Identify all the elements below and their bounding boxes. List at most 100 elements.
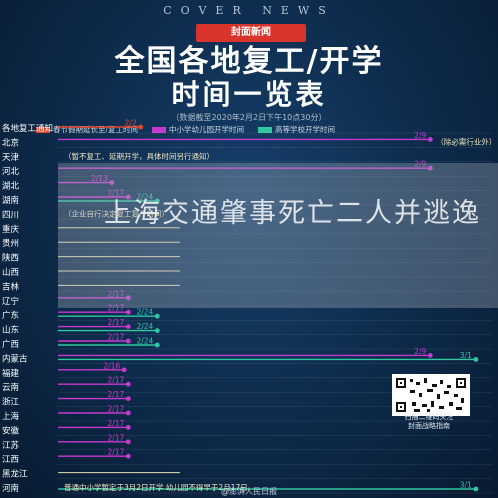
highschool-bar-marker — [473, 357, 479, 362]
region-label: 福建 — [2, 368, 20, 379]
primary-bar-value-label: 2/17 — [107, 304, 124, 313]
legend-entry: 中小学幼儿园开学时间 — [152, 124, 244, 135]
highschool-bar-marker — [154, 342, 160, 348]
legend-label: 中小学幼儿园开学时间 — [169, 125, 245, 134]
page-title-line-1: 全国各地复工/开学 — [114, 44, 384, 79]
legend-swatch — [258, 127, 273, 133]
primary-bar-value-label: 2/17 — [107, 433, 124, 442]
region-label: 上海 — [2, 411, 20, 422]
highschool-bar-value-label: 3/1 — [460, 351, 472, 360]
primary-bar-marker — [125, 309, 131, 315]
primary-bar-marker — [125, 338, 131, 344]
primary-bar-marker — [125, 295, 131, 301]
primary-bar-marker — [125, 453, 131, 459]
highschool-bar-value-label: 3/1 — [460, 481, 472, 490]
region-label: 黑龙江 — [2, 469, 28, 480]
region-label: 四川 — [2, 210, 19, 220]
highschool-bar-value-label: 2/24 — [136, 193, 153, 202]
primary-bar-value-label: 2/17 — [107, 405, 124, 414]
region-label: 江西 — [2, 455, 19, 465]
primary-bar-marker — [427, 165, 433, 171]
primary-bar-value-label: 2/17 — [107, 318, 124, 327]
watermark-text: 上海交通肇事死亡二人并逃逸 — [104, 198, 481, 229]
region-label: 山东 — [2, 325, 19, 336]
cover-text: COVER NEWS — [163, 4, 335, 17]
legend-entry: 春节假期延长至/复工时间 — [36, 124, 138, 135]
highschool-bar-marker — [154, 328, 160, 333]
legend-swatch — [152, 127, 167, 133]
primary-bar-value-label: 2/13 — [91, 174, 108, 183]
region-note: （企业自行决定复工复产时间） — [64, 208, 169, 218]
legend-label: 高等学校开学时间 — [275, 125, 336, 134]
highschool-bar-marker — [473, 486, 479, 492]
qr-code — [392, 374, 470, 416]
primary-bar-marker — [109, 180, 115, 186]
region-label: 内蒙古 — [2, 353, 28, 364]
primary-bar-marker — [125, 439, 131, 445]
chart-legend: 春节假期延长至/复工时间 中小学幼儿园开学时间 高等学校开学时间 — [36, 124, 476, 136]
region-label: 湖北 — [2, 182, 20, 192]
page-title-line-2: 时间一览表 — [171, 78, 327, 111]
region-label: 广东 — [2, 310, 19, 321]
primary-bar-value-label: 2/9 — [414, 347, 426, 356]
primary-bar-value-label: 2/17 — [107, 189, 124, 198]
primary-bar-value-label: 2/17 — [107, 376, 124, 385]
region-label: 湖南 — [2, 195, 19, 206]
legend-swatch — [36, 127, 50, 133]
region-note: （除必需行业外） — [436, 136, 496, 146]
highschool-bar-value-label: 2/24 — [136, 308, 153, 317]
primary-bar-marker — [125, 381, 131, 387]
highschool-bar-marker — [154, 313, 160, 319]
region-note: 普通中小学暂定于3月2日开学 幼儿园不得早于2月17日 — [64, 482, 248, 492]
legend-label: 春节假期延长至/复工时间 — [53, 125, 139, 134]
region-label: 辽宁 — [2, 296, 19, 307]
region-label: 山西 — [2, 267, 19, 278]
primary-bar-value-label: 2/17 — [107, 333, 124, 342]
qr-caption-line-1: 扫描二维码关注 — [404, 413, 454, 421]
region-label: 浙江 — [2, 397, 20, 408]
region-label: 广西 — [2, 339, 19, 350]
primary-bar-value-label: 2/9 — [414, 160, 426, 169]
region-label: 吉林 — [2, 281, 20, 292]
region-label: 贵州 — [2, 238, 19, 249]
region-label: 天津 — [2, 152, 20, 163]
footer-credit: @澎湃人民日报 — [221, 487, 277, 496]
primary-bar-marker — [125, 194, 131, 200]
primary-bar-marker — [125, 410, 131, 416]
primary-bar-value-label: 2/9 — [414, 131, 426, 140]
spring-bar-marker — [138, 124, 144, 130]
region-label: 重庆 — [2, 224, 20, 235]
primary-bar-marker — [125, 324, 131, 329]
region-label: 河南 — [2, 483, 19, 494]
highschool-bar-marker — [154, 198, 160, 204]
primary-bar-value-label: 2/17 — [107, 289, 124, 298]
primary-bar-marker — [427, 353, 433, 358]
primary-bar-marker — [427, 137, 433, 142]
qr-caption: 扫描二维码关注 封面战略指南 — [374, 413, 484, 431]
highschool-bar-value-label: 2/24 — [136, 322, 153, 331]
spring-bar-value-label: 2/2 — [125, 119, 137, 128]
region-label: 江苏 — [2, 440, 20, 451]
primary-bar-marker — [125, 425, 131, 430]
qr-caption-line-2: 封面战略指南 — [408, 422, 450, 430]
chart-subtitle: （数据截至2020年2月2日下午10点30分） — [171, 113, 327, 122]
region-note: （暂不复工、延期开学，具体时间另行通知） — [64, 151, 214, 161]
primary-bar-value-label: 2/17 — [107, 390, 124, 399]
region-label: 各地复工通知 — [2, 123, 53, 134]
primary-bar-marker — [125, 396, 131, 401]
primary-bar-value-label: 2/16 — [103, 361, 120, 370]
watermark-band — [58, 163, 498, 308]
qr-code-pattern — [396, 378, 466, 412]
region-label: 北京 — [2, 137, 19, 148]
outlet-logo: 封面新闻 — [196, 24, 306, 42]
highschool-bar-value-label: 2/24 — [136, 337, 153, 346]
region-label: 河北 — [2, 166, 20, 177]
primary-bar-marker — [121, 367, 127, 373]
region-label: 安徽 — [2, 425, 20, 436]
region-label: 陕西 — [2, 253, 19, 264]
primary-bar-value-label: 2/17 — [107, 419, 124, 428]
primary-bar-value-label: 2/17 — [107, 448, 124, 457]
legend-entry: 高等学校开学时间 — [258, 124, 335, 135]
